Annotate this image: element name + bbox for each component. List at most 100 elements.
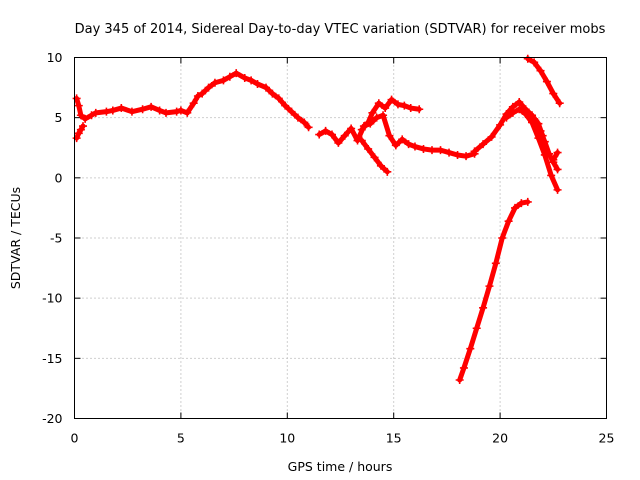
- data-point: [304, 123, 313, 132]
- data-point: [479, 140, 488, 149]
- data-point: [485, 282, 494, 291]
- data-point: [453, 150, 462, 159]
- data-point: [470, 147, 479, 156]
- x-axis-label: GPS time / hours: [288, 459, 393, 474]
- data-point: [176, 106, 185, 115]
- data-point: [404, 140, 413, 149]
- data-point: [91, 108, 100, 117]
- data-point: [536, 126, 545, 135]
- data-point: [253, 79, 262, 88]
- data-point: [462, 152, 471, 161]
- data-point: [419, 144, 428, 153]
- series-segment: [467, 325, 480, 352]
- data-point: [379, 111, 388, 120]
- series-segment: [542, 152, 554, 178]
- data-point: [393, 100, 402, 109]
- series-segment: [461, 346, 473, 371]
- data-point: [162, 108, 171, 117]
- series-segment: [550, 91, 563, 106]
- data-point: [523, 54, 532, 63]
- data-point: [76, 111, 85, 120]
- data-point: [340, 131, 349, 140]
- data-point: [240, 73, 249, 82]
- data-point: [428, 146, 437, 155]
- data-point: [491, 259, 500, 268]
- data-point: [504, 217, 513, 226]
- data-point: [545, 149, 554, 158]
- data-point: [510, 203, 519, 212]
- x-tick-label: 20: [492, 431, 508, 446]
- data-point: [553, 148, 562, 157]
- series-midday-cluster: [315, 111, 479, 161]
- data-point: [549, 89, 558, 98]
- series-segment: [480, 283, 492, 311]
- series-segment: [378, 163, 390, 175]
- data-point: [172, 107, 181, 116]
- data-point: [357, 136, 366, 145]
- data-point: [138, 105, 147, 114]
- data-point: [370, 153, 379, 162]
- series-segment: [535, 135, 548, 158]
- data-point: [540, 137, 549, 146]
- series-segment: [486, 260, 499, 289]
- data-point: [555, 99, 564, 108]
- y-tick-label: 0: [55, 170, 63, 185]
- data-point: [155, 106, 164, 115]
- data-point: [315, 130, 324, 139]
- data-point: [406, 104, 415, 113]
- data-point: [198, 89, 207, 98]
- data-point: [523, 197, 532, 206]
- y-axis-label: SDTVAR / TECUs: [8, 187, 23, 289]
- data-point: [147, 102, 156, 111]
- data-point: [547, 171, 556, 180]
- data-point: [327, 130, 336, 139]
- x-tick-label: 5: [177, 431, 185, 446]
- chart-title: Day 345 of 2014, Sidereal Day-to-day VTE…: [75, 22, 606, 37]
- series-segment: [548, 172, 561, 193]
- data-point: [542, 77, 551, 86]
- data-point: [287, 107, 296, 116]
- data-point: [79, 122, 88, 131]
- data-point: [374, 99, 383, 108]
- data-point: [530, 114, 539, 123]
- data-point: [81, 114, 90, 123]
- data-point: [496, 120, 505, 129]
- series-main-track: [72, 69, 313, 132]
- x-tick-label: 25: [599, 431, 615, 446]
- data-point: [268, 89, 277, 98]
- series-segment: [493, 235, 505, 266]
- data-point: [274, 94, 283, 103]
- data-point: [523, 108, 532, 117]
- data-point: [387, 95, 396, 104]
- data-point: [247, 76, 256, 85]
- data-point: [321, 126, 330, 135]
- data-point: [415, 105, 424, 114]
- series-segment: [499, 218, 512, 241]
- data-point: [436, 146, 445, 155]
- data-point: [347, 124, 356, 133]
- data-point: [455, 375, 464, 384]
- series-late-high: [523, 54, 564, 108]
- data-point: [376, 161, 385, 170]
- series-segment: [529, 119, 541, 141]
- y-tick-label: -10: [42, 291, 62, 306]
- series-early-low: [72, 122, 88, 143]
- data-point: [193, 92, 202, 101]
- data-point: [530, 58, 539, 67]
- series-segment: [474, 305, 486, 331]
- x-tick-label: 0: [71, 431, 79, 446]
- y-tick-label: -15: [42, 351, 62, 366]
- data-point: [487, 132, 496, 141]
- data-point: [383, 167, 392, 176]
- series-late-tail: [549, 148, 562, 164]
- data-point: [357, 125, 366, 134]
- data-point: [232, 69, 241, 78]
- series-steep-rise: [455, 197, 532, 384]
- data-points: [72, 54, 564, 384]
- grid: [74, 57, 607, 419]
- data-point: [498, 234, 507, 242]
- data-point: [466, 344, 475, 353]
- y-tick-label: -5: [50, 231, 62, 246]
- data-point: [553, 165, 562, 174]
